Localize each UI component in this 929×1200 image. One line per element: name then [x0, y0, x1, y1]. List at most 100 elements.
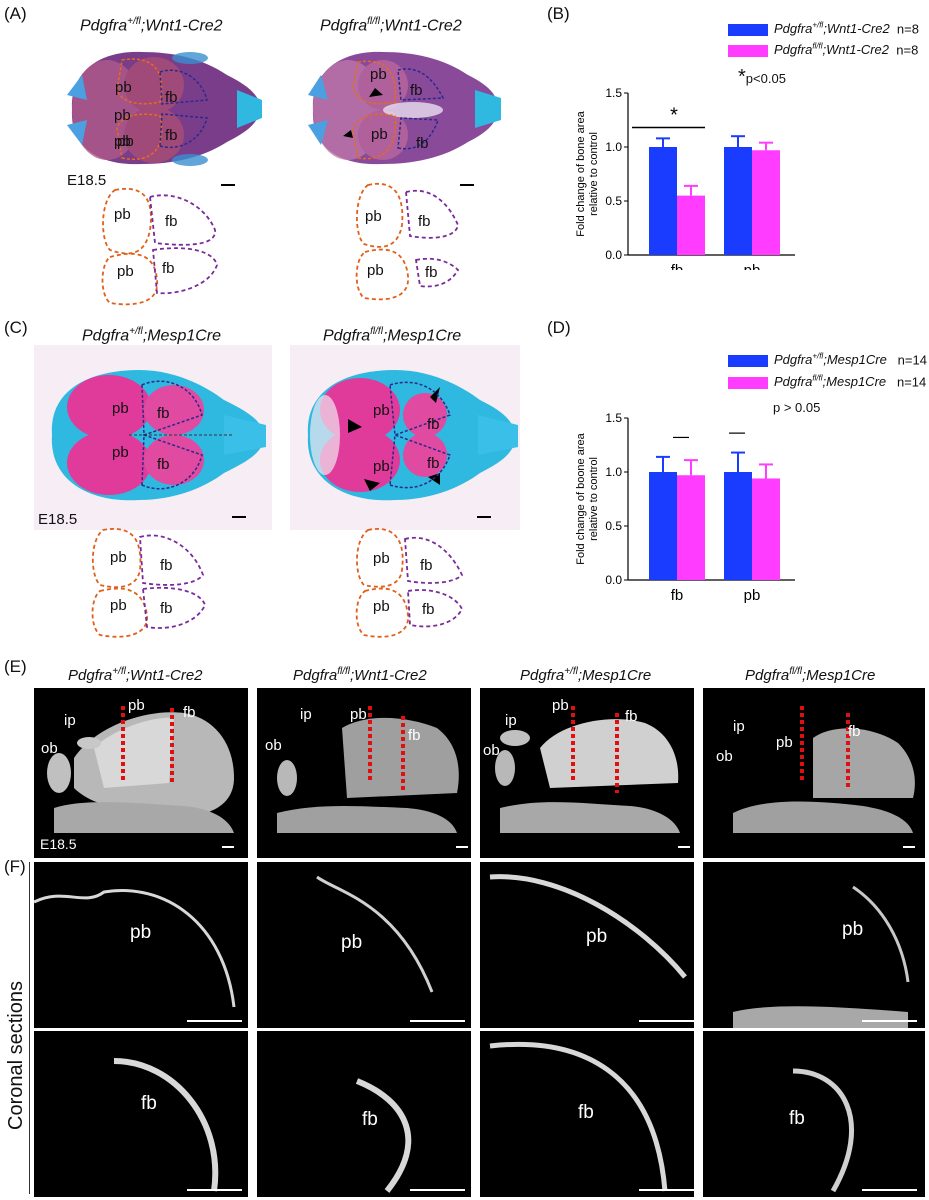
skull-c-control-pb-top: pb: [112, 400, 129, 417]
skull-a-control-fb-label-top: fb: [165, 89, 178, 106]
panel-c-stage-label: E18.5: [38, 511, 78, 528]
panel-a-control-genotype: Pdgfra+/fl;Wnt1-Cre2: [80, 16, 223, 35]
y-tick-label: 1.0: [605, 140, 622, 154]
section-fb-2: [257, 1031, 471, 1197]
section-fb-3-scale-bar: [639, 1189, 694, 1191]
skull-c-control-pb-bottom: pb: [112, 444, 129, 461]
section-pb-2: [257, 862, 471, 1028]
panel-d-legend-1: Pdgfra+/fl;Mesp1Cre n=14: [728, 352, 927, 367]
outline-a-control-pb-bottom: pb: [117, 263, 134, 280]
panel-a-scale-bar-mutant: [460, 184, 474, 186]
y-axis-label: Fold change of bone area: [575, 110, 587, 236]
ct4-ip-label: ip: [733, 718, 745, 735]
y-tick-label: 0.0: [605, 248, 622, 262]
outline-c-mutant-pb-bottom: pb: [373, 598, 390, 615]
panel-d-label: (D): [547, 318, 571, 337]
skull-a-mutant-fb-label-bottom: fb: [416, 135, 429, 152]
section-fb-1: [34, 1031, 248, 1197]
panel-d-significance-note: p > 0.05: [773, 400, 821, 415]
ct1-scale-bar: [222, 846, 234, 848]
outline-diagram-a-control: [101, 188, 218, 306]
panel-e-genotype-3: Pdgfra+/fl;Mesp1Cre: [520, 666, 652, 684]
skull-a-control-pb-label-bottom: pb: [117, 133, 134, 150]
section-fb-1-scale-bar: [187, 1189, 242, 1191]
skull-a-mutant-pb-label-bottom: pb: [371, 126, 388, 143]
section-pb-4: [703, 862, 925, 1028]
outline-c-control-pb-bottom: pb: [110, 597, 127, 614]
svg-text:pb: pb: [114, 133, 131, 150]
skull-c-control-fb-top: fb: [157, 405, 170, 422]
outline-c-mutant-pb-top: pb: [373, 550, 390, 567]
y-tick-label: 1.5: [605, 86, 622, 100]
y-tick-label: 0.5: [605, 519, 622, 533]
outline-c-control-pb-top: pb: [110, 549, 127, 566]
panel-a-mutant-genotype: Pdgfrafl/fl;Wnt1-Cre2: [320, 16, 462, 35]
section-fb-2-label: fb: [362, 1109, 378, 1130]
panel-a-label: (A): [4, 4, 27, 23]
outline-diagram-c-control: [91, 528, 206, 638]
ct1-ob-label: ob: [41, 740, 58, 757]
x-category-label: pb: [744, 262, 761, 270]
y-axis-label-2: relative to control: [588, 132, 600, 216]
svg-text:pb: pb: [114, 107, 131, 124]
ct2-pb-label: pb: [350, 706, 367, 723]
panel-d-legend-2: Pdgfrafl/fl;Mesp1Cre n=14: [728, 374, 926, 389]
section-pb-1-label: pb: [130, 922, 152, 943]
outline-a-mutant-pb-bottom: pb: [367, 262, 384, 279]
y-tick-label: 1.5: [605, 411, 622, 425]
ct2-fb-label: fb: [408, 727, 421, 744]
skull-c-mutant-pb-bottom: pb: [373, 458, 390, 475]
outline-diagram-c-mutant: [355, 528, 464, 638]
panel-b-legend-2: Pdgfrafl/fl;Wnt1-Cre2 n=8: [728, 42, 918, 57]
ct2-ip-label: ip: [300, 706, 312, 723]
y-tick-label: 0.5: [605, 194, 622, 208]
ct4-scale-bar: [903, 846, 915, 848]
section-pb-4-scale-bar: [862, 1020, 917, 1022]
ct2-scale-bar: [456, 846, 468, 848]
panel-b-legend-1: Pdgfra+/fl;Wnt1-Cre2 n=8: [728, 21, 919, 36]
ct-scan-1: [34, 688, 248, 858]
section-fb-4-label: fb: [789, 1108, 805, 1129]
section-pb-3-scale-bar: [639, 1020, 694, 1022]
panel-e-genotype-2: Pdgfrafl/fl;Wnt1-Cre2: [293, 666, 427, 684]
outline-c-mutant-fb-bottom: fb: [422, 601, 435, 618]
bar: [724, 472, 752, 580]
panel-f-label: (F): [4, 857, 26, 876]
ct-scan-4: [703, 688, 925, 858]
coronal-bracket-line: [29, 862, 30, 1194]
skull-a-control-pb-label-top: pb: [115, 79, 132, 96]
section-fb-4-scale-bar: [862, 1189, 917, 1191]
skull-c-mutant-fb-top: fb: [427, 416, 440, 433]
skull-photo-c-control: [34, 345, 272, 530]
outline-c-mutant-fb-top: fb: [420, 557, 433, 574]
legend-swatch-magenta: [728, 44, 768, 57]
y-tick-label: 1.0: [605, 465, 622, 479]
skull-c-mutant-fb-bottom: fb: [427, 455, 440, 472]
panel-c-control-genotype: Pdgfra+/fl;Mesp1Cre: [82, 326, 222, 345]
y-axis-label-2: relative to control: [588, 457, 600, 541]
section-fb-1-label: fb: [141, 1093, 157, 1114]
skull-c-mutant-pb-top: pb: [373, 402, 390, 419]
panel-a-stage-label: E18.5: [67, 172, 107, 189]
y-tick-label: 0.0: [605, 573, 622, 587]
outline-c-control-fb-top: fb: [160, 557, 173, 574]
ct4-ob-label: ob: [716, 748, 733, 765]
skull-a-mutant-pb-label-top: pb: [370, 66, 387, 83]
panel-b-significance-note: *p<0.05: [738, 66, 786, 88]
outline-diagram-a-mutant: [355, 183, 460, 301]
section-pb-2-label: pb: [341, 932, 363, 953]
panel-b-label: (B): [547, 4, 570, 23]
panel-a-scale-bar-control: [221, 184, 235, 186]
skull-photo-a-control: pb pb: [62, 40, 267, 175]
ct3-ob-label: ob: [483, 742, 500, 759]
section-fb-4: [703, 1031, 925, 1197]
x-category-label: pb: [744, 587, 761, 604]
ct-scan-2: [257, 688, 471, 858]
x-category-label: fb: [671, 587, 684, 604]
section-fb-3: [480, 1031, 694, 1197]
legend-swatch-magenta: [728, 376, 768, 389]
skull-photo-a-mutant: [303, 40, 503, 175]
panel-c-scale-bar-mutant: [477, 516, 491, 518]
x-category-label: fb: [671, 262, 684, 270]
bar: [677, 195, 705, 255]
